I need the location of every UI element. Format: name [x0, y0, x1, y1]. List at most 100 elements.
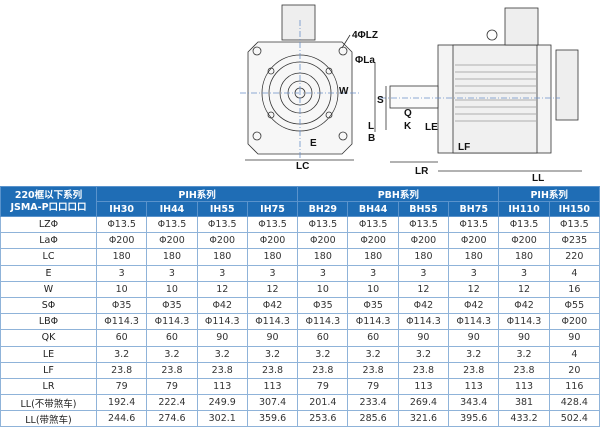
table-cell: 90 — [397, 329, 450, 347]
table-cell: 12 — [397, 280, 450, 298]
table-cell: 4 — [548, 345, 600, 363]
table-row: LaΦ Φ200 Φ200 Φ200 Φ200 Φ200 Φ200 Φ200 Φ200 Φ200 Φ… — [0, 232, 600, 250]
table-cell: Φ13.5 — [498, 215, 550, 234]
model-pattern-label: JSMA-P口口口口 — [10, 201, 87, 213]
table-body: LZΦ Φ13.5 Φ13.5 Φ13.5 Φ13.5 Φ13.5 Φ13.5 Φ13.5 Φ1… — [0, 215, 600, 427]
table-cell: Φ114.3 — [347, 313, 399, 331]
model-header-row: IH30 IH44 IH55 IH75 BH29 BH44 BH55 BH75 IH110 IH1… — [1, 201, 600, 217]
table-cell: Φ42 — [196, 296, 248, 315]
table-cell: 180 — [347, 248, 399, 266]
table-cell: Φ200 — [196, 232, 248, 250]
model-header: IH30 — [95, 201, 148, 217]
table-cell: 23.8 — [498, 361, 550, 379]
label-e: E — [310, 138, 317, 149]
row-label: LL(不带煞车) — [0, 394, 97, 412]
table-cell: 3 — [498, 264, 550, 282]
row-label: QK — [0, 329, 97, 347]
group-header: PBH系列 — [297, 186, 500, 202]
table-cell: 359.6 — [246, 410, 299, 427]
table-cell: Φ200 — [95, 232, 148, 250]
table-cell: 60 — [347, 329, 399, 347]
table-cell: 285.6 — [347, 410, 399, 427]
table-cell: Φ42 — [448, 296, 500, 315]
dimension-labels: 4ΦLZ ΦLa W E LC S Q K L B LE LF LR LL — [296, 30, 544, 184]
table-row: SΦ Φ35 Φ35 Φ42 Φ42 Φ35 Φ35 Φ42 Φ42 Φ42 Φ55 — [0, 296, 600, 315]
table-cell: Φ200 — [146, 232, 198, 250]
table-cell: 180 — [196, 248, 248, 266]
table-cell: 90 — [196, 329, 248, 347]
table-cell: Φ200 — [246, 232, 299, 250]
side-view — [374, 7, 582, 172]
table-cell: 16 — [548, 280, 600, 298]
table-cell: Φ13.5 — [246, 215, 299, 234]
shaft — [389, 85, 439, 109]
label-l: L — [368, 121, 374, 132]
model-header: BH75 — [448, 201, 500, 217]
table-cell: 3.2 — [498, 345, 550, 363]
table-cell: Φ114.3 — [498, 313, 550, 331]
table-cell: 90 — [548, 329, 600, 347]
table-cell: Φ114.3 — [196, 313, 248, 331]
table-cell: Φ55 — [548, 296, 600, 315]
row-label: LL(带煞车) — [0, 410, 97, 427]
table-cell: Φ200 — [548, 313, 600, 331]
table-cell: 249.9 — [196, 394, 248, 412]
table-cell: 343.4 — [448, 394, 500, 412]
model-header: BH55 — [397, 201, 450, 217]
table-cell: 269.4 — [397, 394, 450, 412]
table-cell: 180 — [297, 248, 349, 266]
table-cell: 23.8 — [146, 361, 198, 379]
table-cell: 90 — [448, 329, 500, 347]
table-cell: 12 — [448, 280, 500, 298]
row-label: LR — [0, 377, 97, 396]
table-cell: 220 — [548, 248, 600, 266]
table-cell: 12 — [246, 280, 299, 298]
row-label: LF — [0, 361, 97, 379]
table-cell: 3 — [146, 264, 198, 282]
table-cell: 502.4 — [548, 410, 600, 427]
row-label: LC — [0, 248, 97, 266]
table-cell: Φ35 — [95, 296, 148, 315]
table-cell: Φ114.3 — [246, 313, 299, 331]
table-cell: Φ114.3 — [297, 313, 349, 331]
table-row: LF 23.8 23.8 23.8 23.8 23.8 23.8 23.8 23.8 23.8 20 — [0, 361, 600, 379]
label-lf: LF — [458, 142, 470, 153]
table-cell: 3.2 — [397, 345, 450, 363]
table-cell: Φ13.5 — [347, 215, 399, 234]
table-cell: 3 — [347, 264, 399, 282]
label-lr: LR — [415, 166, 429, 177]
row-label: LZΦ — [0, 215, 97, 234]
table-cell: 180 — [246, 248, 299, 266]
table-row: LZΦ Φ13.5 Φ13.5 Φ13.5 Φ13.5 Φ13.5 Φ13.5 Φ13.5 Φ1… — [0, 215, 600, 234]
table-cell: 3.2 — [246, 345, 299, 363]
table-cell: 321.6 — [397, 410, 450, 427]
table-cell: 302.1 — [196, 410, 248, 427]
dimension-table: 220框以下系列 JSMA-P口口口口 PIH系列 PBH系列 PIH系列 IH… — [0, 186, 600, 427]
table-cell: Φ200 — [498, 232, 550, 250]
table-cell: Φ35 — [146, 296, 198, 315]
table-cell: 3.2 — [95, 345, 148, 363]
table-cell: 244.6 — [95, 410, 148, 427]
table-cell: Φ13.5 — [297, 215, 349, 234]
table-cell: 3 — [448, 264, 500, 282]
table-cell: 180 — [498, 248, 550, 266]
table-cell: 3 — [196, 264, 248, 282]
table-cell: 180 — [146, 248, 198, 266]
label-q: Q — [404, 108, 412, 119]
table-cell: 113 — [246, 377, 299, 396]
table-cell: 192.4 — [95, 394, 148, 412]
table-cell: 3 — [297, 264, 349, 282]
top-connector — [504, 7, 539, 46]
table-cell: 10 — [95, 280, 148, 298]
table-cell: 201.4 — [297, 394, 349, 412]
table-cell: 180 — [448, 248, 500, 266]
label-s: S — [377, 95, 384, 106]
table-cell: Φ114.3 — [95, 313, 148, 331]
table-cell: 23.8 — [297, 361, 349, 379]
label-k: K — [404, 121, 412, 132]
table-cell: 253.6 — [297, 410, 349, 427]
table-cell: 3 — [397, 264, 450, 282]
table-cell: Φ13.5 — [146, 215, 198, 234]
front-connector — [281, 4, 316, 41]
